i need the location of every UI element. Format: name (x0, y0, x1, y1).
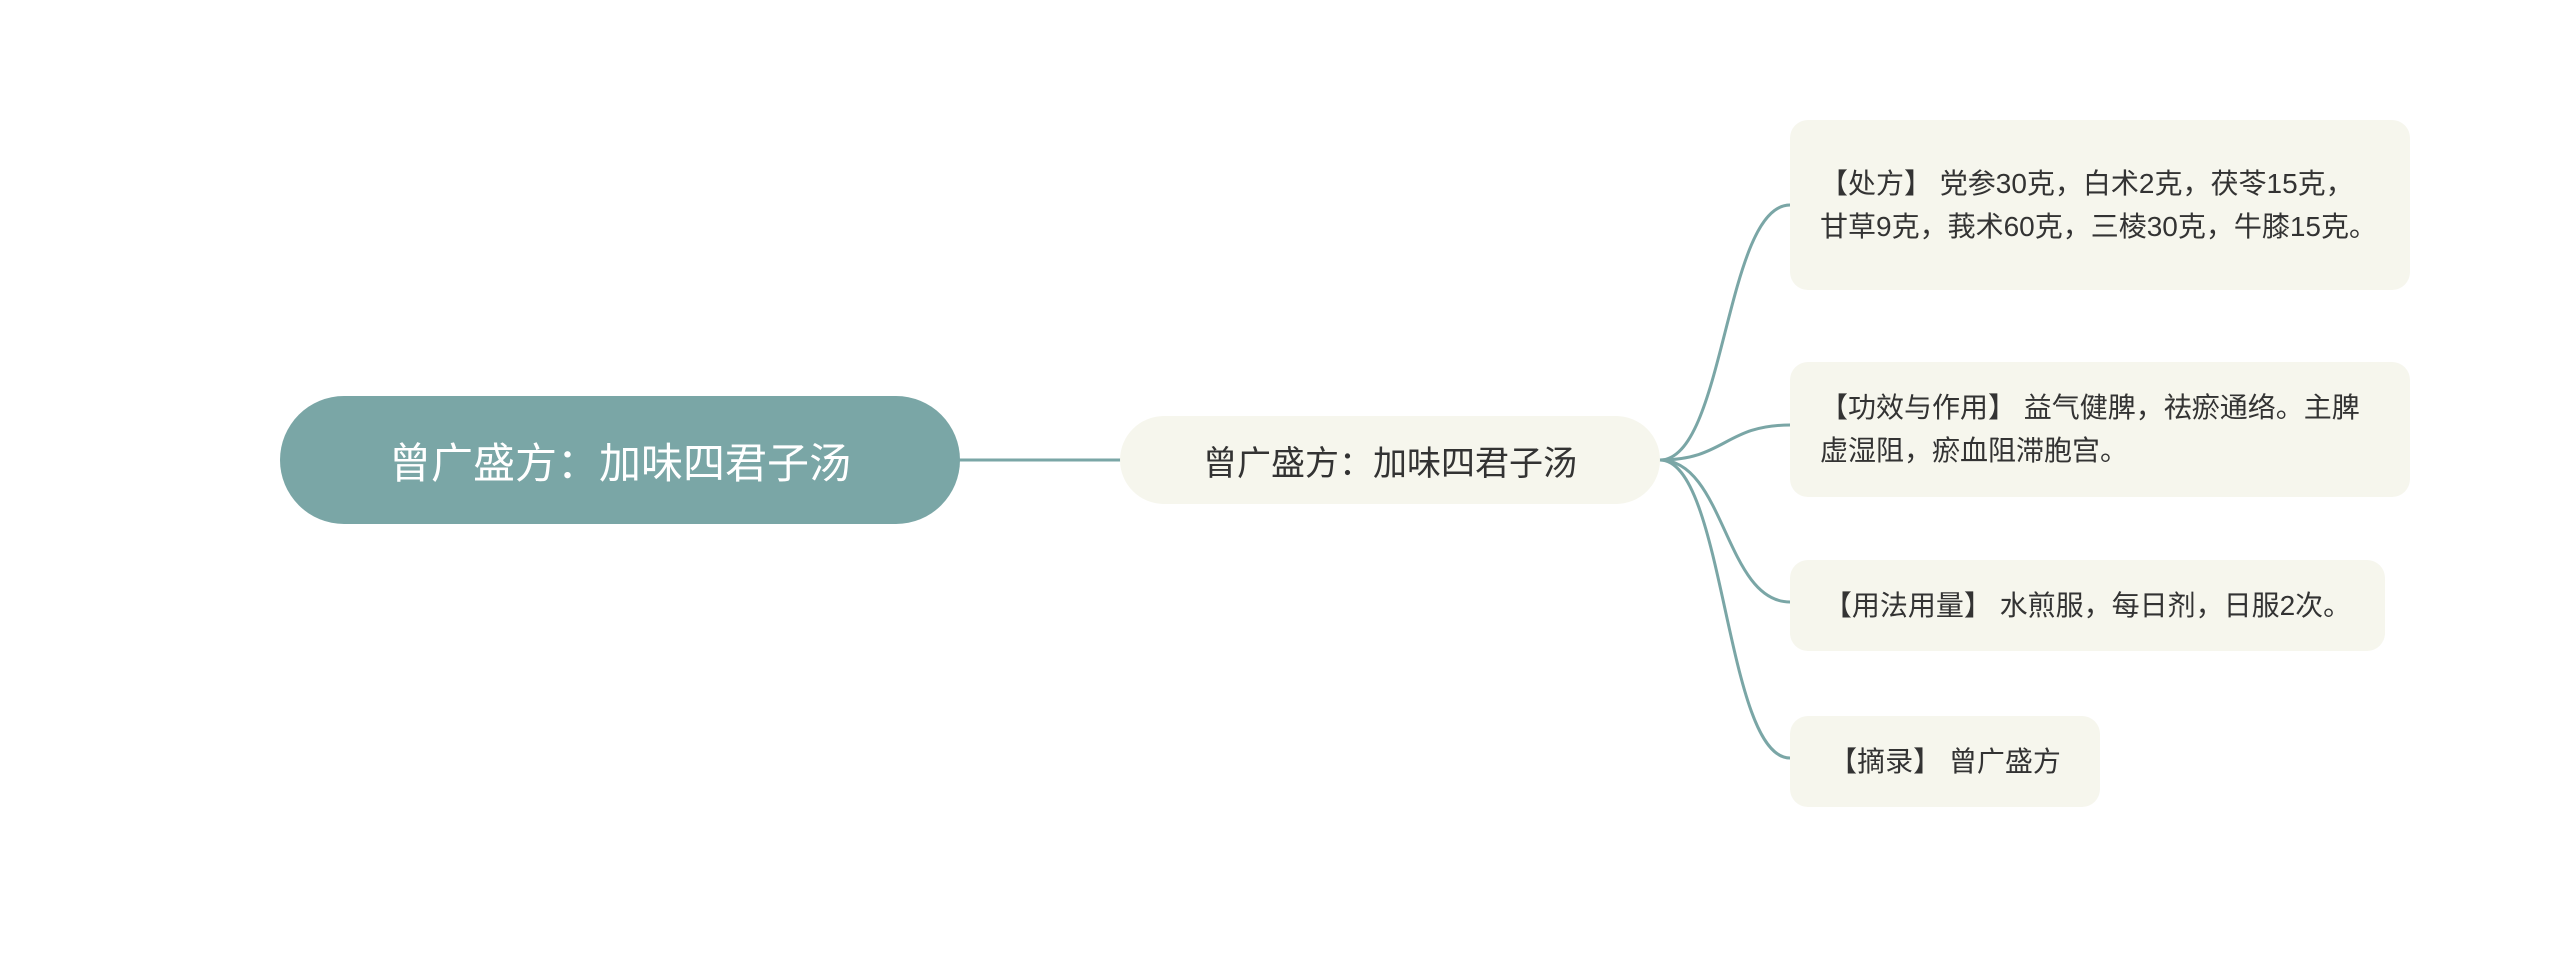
leaf-label: 【处方】 党参30克，白术2克，茯苓15克，甘草9克，莪术60克，三棱30克，牛… (1820, 162, 2380, 249)
leaf-label: 【用法用量】 水煎服，每日剂，日服2次。 (1824, 584, 2351, 627)
leaf-node-2[interactable]: 【用法用量】 水煎服，每日剂，日服2次。 (1790, 560, 2385, 651)
leaf-label: 【摘录】 曾广盛方 (1829, 740, 2061, 783)
leaf-node-1[interactable]: 【功效与作用】 益气健脾，祛瘀通络。主脾虚湿阻，瘀血阻滞胞宫。 (1790, 362, 2410, 497)
leaf-node-0[interactable]: 【处方】 党参30克，白术2克，茯苓15克，甘草9克，莪术60克，三棱30克，牛… (1790, 120, 2410, 290)
leaf-label: 【功效与作用】 益气健脾，祛瘀通络。主脾虚湿阻，瘀血阻滞胞宫。 (1820, 386, 2380, 473)
leaf-node-3[interactable]: 【摘录】 曾广盛方 (1790, 716, 2100, 807)
mindmap-canvas: 曾广盛方：加味四君子汤 曾广盛方：加味四君子汤 【处方】 党参30克，白术2克，… (0, 0, 2560, 978)
root-label: 曾广盛方：加味四君子汤 (389, 430, 851, 491)
root-node[interactable]: 曾广盛方：加味四君子汤 (280, 396, 960, 524)
sub-label: 曾广盛方：加味四君子汤 (1203, 436, 1577, 485)
sub-node[interactable]: 曾广盛方：加味四君子汤 (1120, 416, 1660, 504)
